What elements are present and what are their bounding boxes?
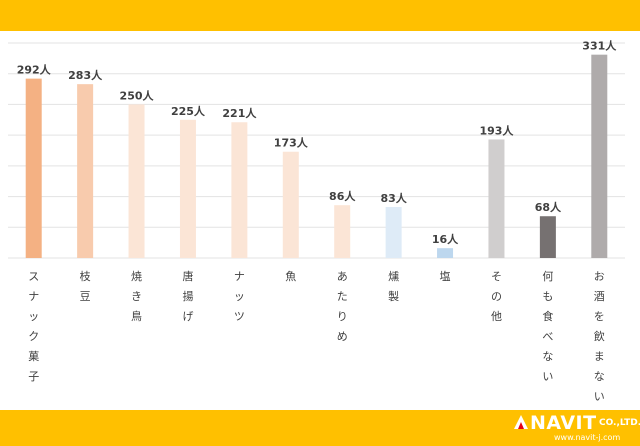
data-label: 16人 bbox=[432, 232, 459, 246]
category-label: 魚 bbox=[285, 270, 296, 283]
category-label: その他 bbox=[491, 270, 502, 323]
data-label: 225人 bbox=[171, 104, 206, 118]
logo-mark-icon bbox=[514, 415, 528, 429]
bar bbox=[282, 151, 299, 258]
data-label: 283人 bbox=[68, 68, 103, 82]
bottom-banner bbox=[0, 410, 640, 446]
bar bbox=[539, 216, 556, 258]
category-label: お酒を飲まない bbox=[594, 270, 605, 403]
category-label: 唐揚げ bbox=[182, 269, 193, 323]
category-label: 枝豆 bbox=[80, 269, 91, 303]
bar bbox=[179, 119, 196, 259]
category-label: 塩 bbox=[440, 269, 451, 283]
top-banner bbox=[0, 0, 640, 31]
data-label: 221人 bbox=[222, 106, 257, 120]
category-label: 何も食べない bbox=[542, 270, 553, 383]
bar bbox=[437, 248, 454, 258]
logo-suffix: CO.,LTD. bbox=[599, 418, 640, 428]
category-label: 燻製 bbox=[388, 269, 399, 303]
logo-name: NAVIT bbox=[530, 412, 597, 434]
data-label: 292人 bbox=[17, 63, 52, 77]
value-labels: 292人 283人 250人 225人 221人 173人 86人 83人 16人 193人 68人… bbox=[17, 39, 618, 247]
bars bbox=[25, 54, 608, 259]
category-label: ナッツ bbox=[234, 270, 245, 323]
bar bbox=[591, 54, 608, 258]
navit-logo: NAVIT CO.,LTD. www.navit-j.com bbox=[514, 412, 640, 444]
data-label: 173人 bbox=[274, 136, 309, 150]
bar-chart: 292人 283人 250人 225人 221人 173人 86人 83人 16人 193人 68人… bbox=[8, 39, 625, 403]
data-label: 193人 bbox=[479, 123, 514, 137]
category-label: あたりめ bbox=[337, 270, 348, 343]
data-label: 68人 bbox=[535, 200, 562, 214]
bar bbox=[25, 78, 42, 258]
bar bbox=[334, 205, 351, 258]
data-label: 83人 bbox=[380, 191, 407, 205]
data-label: 86人 bbox=[329, 189, 356, 203]
data-label: 331人 bbox=[582, 39, 617, 53]
data-label: 250人 bbox=[120, 88, 155, 102]
bar bbox=[488, 139, 505, 258]
category-labels: スナック菓子 枝豆 焼き鳥 唐揚げ ナッツ 魚 あたりめ 燻製 塩 その他 何も食べない お酒を飲まな… bbox=[28, 269, 605, 403]
bar bbox=[231, 122, 248, 258]
bar bbox=[128, 104, 145, 258]
logo-url: www.navit-j.com bbox=[554, 433, 621, 442]
bar bbox=[385, 207, 402, 258]
category-label: スナック菓子 bbox=[28, 270, 39, 383]
bar bbox=[77, 84, 94, 259]
category-label: 焼き鳥 bbox=[131, 270, 142, 323]
gridlines bbox=[8, 42, 625, 259]
